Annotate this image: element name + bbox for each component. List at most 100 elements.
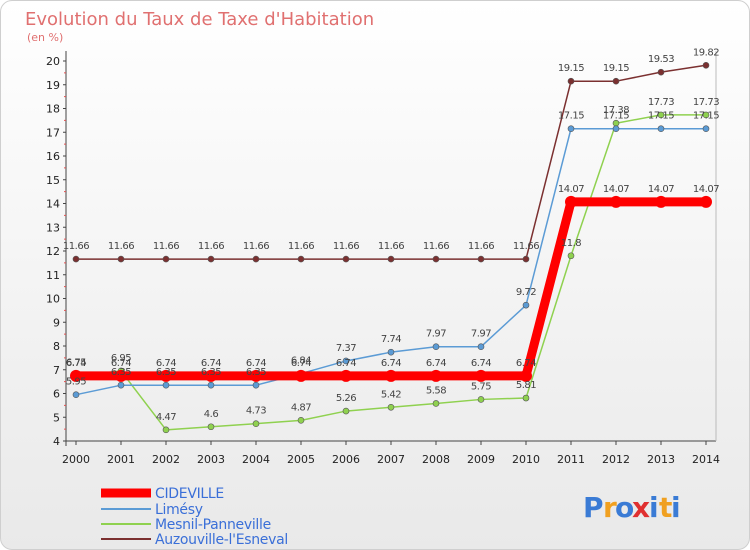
data-point — [117, 381, 125, 389]
y-tick-label: 6 — [53, 388, 60, 401]
data-label: 11.66 — [243, 241, 269, 252]
axes: 4 5 6 7 8 9 10 11 12 13 14 15 16 17 18 19 20 2000 2001 2002… — [46, 51, 720, 466]
y-tick-label: 19 — [46, 79, 60, 92]
y-tick-label: 9 — [53, 316, 60, 329]
data-point — [657, 68, 665, 76]
data-point — [432, 400, 440, 407]
data-point — [297, 417, 305, 424]
data-point — [252, 255, 260, 263]
data-point — [387, 403, 395, 411]
data-label: 11.66 — [108, 241, 134, 252]
data-point — [477, 343, 485, 351]
y-tick-label: 4 — [53, 435, 60, 448]
y-tick-label: 8 — [53, 340, 60, 353]
data-point — [475, 369, 487, 382]
data-point — [207, 381, 215, 389]
data-label: 17.15 — [603, 111, 629, 122]
data-label: 17.15 — [693, 111, 719, 122]
data-label: 11.66 — [423, 241, 449, 252]
data-point — [567, 252, 575, 260]
data-label: 7.37 — [336, 343, 356, 354]
data-point — [520, 369, 532, 382]
data-point — [430, 369, 442, 382]
data-label: 6.74 — [291, 358, 311, 369]
data-label: 14.07 — [603, 184, 629, 195]
data-point — [72, 255, 80, 263]
data-label: 14.07 — [558, 184, 584, 195]
data-point — [657, 111, 665, 119]
data-point — [432, 255, 440, 263]
data-label: 6.74 — [246, 358, 266, 369]
logo-letter: t — [659, 491, 673, 524]
data-label: 6.74 — [336, 358, 356, 369]
chart-title: Evolution du Taux de Taxe d'Habitation — [25, 9, 374, 30]
data-label: 19.82 — [693, 47, 719, 58]
data-label: 17.38 — [603, 105, 629, 116]
y-tick-label: 10 — [46, 293, 60, 306]
x-tick-label: 2003 — [197, 453, 225, 466]
data-point — [162, 426, 170, 434]
y-tick-label: 18 — [46, 103, 60, 116]
y-tick-label: 17 — [46, 126, 60, 139]
data-point — [162, 381, 170, 389]
data-point — [522, 301, 530, 309]
series-labels: 11.66 11.66 11.66 11.66 11.66 11.66 11.66 11.66… — [63, 47, 720, 423]
chart-subtitle: (en %) — [27, 31, 63, 44]
data-label: 5.95 — [66, 377, 86, 388]
data-label: 6.74 — [516, 358, 536, 369]
x-tick-label: 2005 — [287, 453, 315, 466]
data-point — [432, 343, 440, 351]
data-point — [567, 125, 575, 132]
y-tick-label: 20 — [46, 55, 60, 68]
data-label: 5.81 — [516, 380, 536, 391]
x-tick-label: 2000 — [62, 453, 90, 466]
data-point — [250, 369, 262, 382]
data-label: 6.74 — [471, 358, 491, 369]
legend: CIDEVILLELimésyMesnil-PannevilleAuzouvil… — [101, 486, 288, 548]
data-point — [610, 195, 622, 208]
data-label: 7.97 — [426, 329, 446, 340]
data-label: 11.66 — [153, 241, 179, 252]
data-label: 5.75 — [471, 381, 491, 392]
data-point — [385, 369, 397, 382]
data-label: 5.58 — [426, 385, 446, 396]
data-point — [387, 255, 395, 263]
data-label: 17.73 — [693, 97, 719, 108]
x-tick-label: 2008 — [422, 453, 450, 466]
x-tick-label: 2012 — [602, 453, 630, 466]
data-label: 9.72 — [516, 287, 536, 298]
data-label: 11.66 — [288, 241, 314, 252]
y-tick-label: 16 — [46, 150, 60, 163]
data-label: 6.74 — [201, 358, 221, 369]
x-tick-label: 2011 — [557, 453, 585, 466]
data-point — [295, 369, 307, 382]
data-label: 4.47 — [156, 412, 176, 423]
series-line-2 — [75, 114, 706, 431]
data-point — [252, 420, 260, 427]
data-point — [297, 255, 305, 263]
data-label: 4.6 — [204, 409, 219, 420]
data-label: 6.74 — [426, 358, 446, 369]
data-point — [342, 255, 350, 263]
data-point — [612, 77, 620, 85]
data-label: 19.15 — [558, 63, 584, 74]
legend-label: Mesnil-Panneville — [155, 517, 271, 533]
data-label: 6.35 — [201, 367, 221, 378]
data-label: 6.74 — [156, 358, 176, 369]
y-tick-label: 7 — [53, 364, 60, 377]
y-tick-label: 15 — [46, 174, 60, 187]
logo-letter: x — [632, 491, 651, 524]
series-line-3 — [76, 64, 707, 260]
data-point — [342, 407, 350, 415]
data-point — [700, 195, 712, 208]
x-tick-label: 2002 — [152, 453, 180, 466]
data-point — [72, 391, 80, 398]
data-point — [477, 396, 485, 403]
data-label: 11.66 — [468, 241, 494, 252]
data-label: 6.74 — [66, 358, 86, 369]
legend-label: CIDEVILLE — [155, 486, 224, 502]
x-tick-label: 2013 — [647, 453, 675, 466]
data-point — [565, 195, 577, 208]
